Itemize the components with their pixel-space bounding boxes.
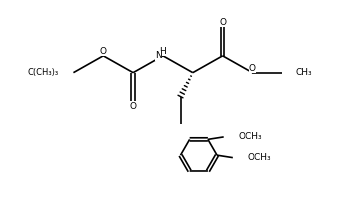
Text: OCH₃: OCH₃ xyxy=(239,132,262,141)
Text: N: N xyxy=(155,51,162,60)
Text: CH₃: CH₃ xyxy=(296,68,312,77)
Text: O: O xyxy=(130,102,137,110)
Text: H: H xyxy=(160,47,166,56)
Text: O: O xyxy=(249,64,256,73)
Text: O: O xyxy=(100,47,107,56)
Text: OCH₃: OCH₃ xyxy=(247,153,271,162)
Text: C(CH₃)₃: C(CH₃)₃ xyxy=(28,68,59,77)
Text: O: O xyxy=(219,18,226,27)
